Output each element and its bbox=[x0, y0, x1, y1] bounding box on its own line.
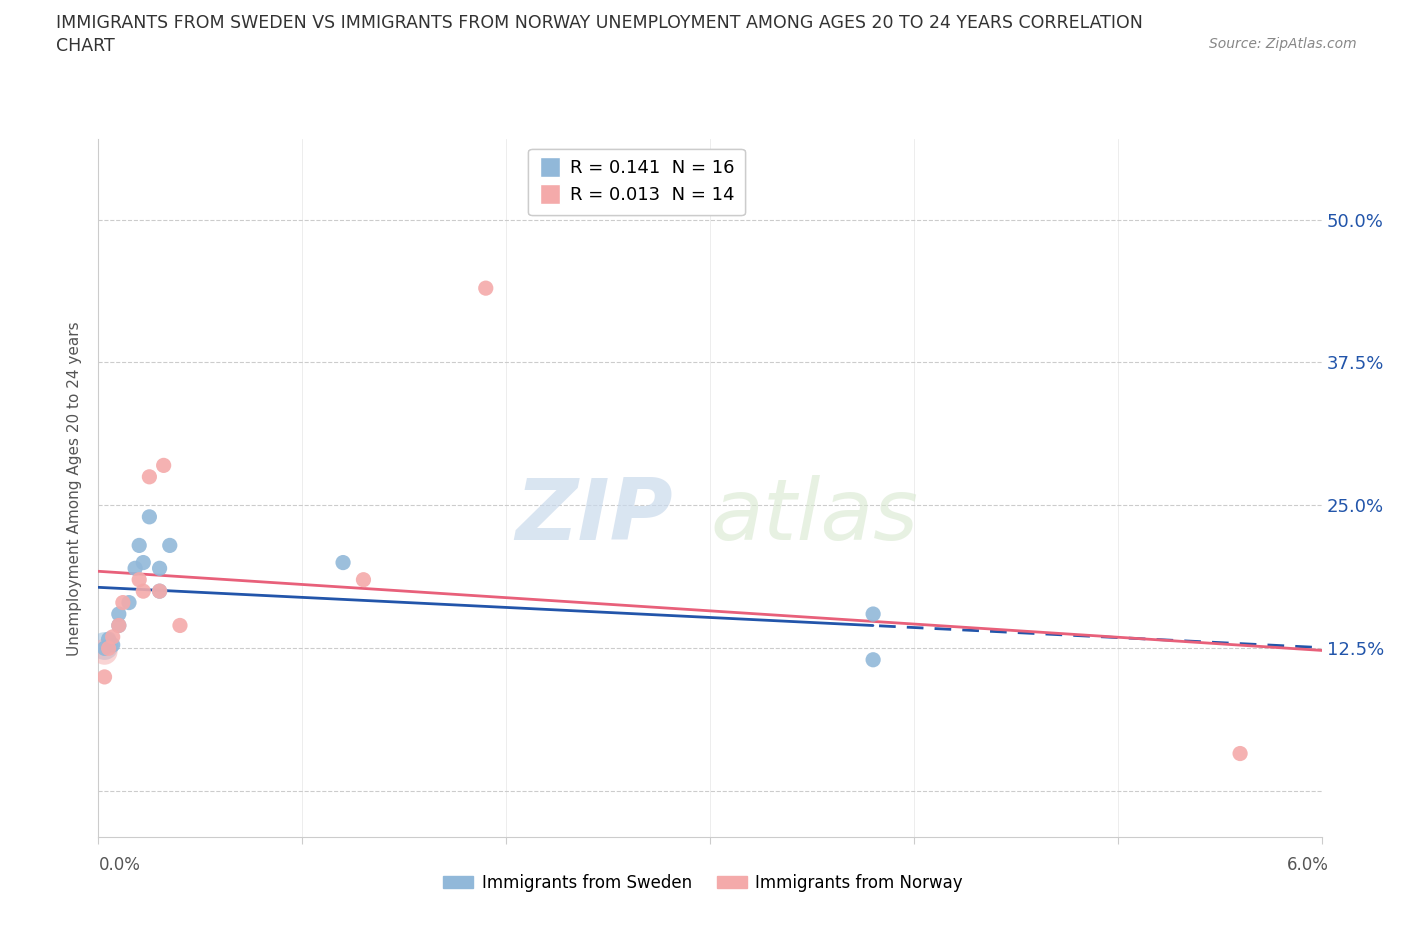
Point bbox=[152, 458, 174, 472]
Point bbox=[111, 595, 134, 610]
Point bbox=[862, 606, 884, 621]
Point bbox=[97, 641, 120, 656]
Point bbox=[332, 555, 354, 570]
Legend: R = 0.141  N = 16, R = 0.013  N = 14: R = 0.141 N = 16, R = 0.013 N = 14 bbox=[529, 149, 745, 215]
Point bbox=[132, 584, 155, 599]
Point bbox=[159, 538, 181, 552]
Point bbox=[1229, 746, 1251, 761]
Point bbox=[128, 538, 150, 552]
Point bbox=[352, 572, 374, 587]
Point bbox=[124, 561, 146, 576]
Point bbox=[132, 555, 155, 570]
Point bbox=[169, 618, 191, 633]
Text: atlas: atlas bbox=[710, 474, 918, 558]
Point bbox=[108, 618, 131, 633]
Point bbox=[862, 652, 884, 667]
Point bbox=[93, 639, 115, 654]
Y-axis label: Unemployment Among Ages 20 to 24 years: Unemployment Among Ages 20 to 24 years bbox=[67, 321, 83, 656]
Point bbox=[101, 637, 124, 652]
Text: CHART: CHART bbox=[56, 37, 115, 55]
Point bbox=[118, 595, 141, 610]
Point bbox=[93, 644, 115, 659]
Text: IMMIGRANTS FROM SWEDEN VS IMMIGRANTS FROM NORWAY UNEMPLOYMENT AMONG AGES 20 TO 2: IMMIGRANTS FROM SWEDEN VS IMMIGRANTS FRO… bbox=[56, 14, 1143, 32]
Point bbox=[149, 584, 172, 599]
Point bbox=[97, 631, 120, 646]
Point bbox=[101, 630, 124, 644]
Point bbox=[128, 572, 150, 587]
Text: Source: ZipAtlas.com: Source: ZipAtlas.com bbox=[1209, 37, 1357, 51]
Point bbox=[108, 606, 131, 621]
Text: 6.0%: 6.0% bbox=[1286, 856, 1329, 873]
Text: ZIP: ZIP bbox=[516, 474, 673, 558]
Point bbox=[108, 618, 131, 633]
Text: 0.0%: 0.0% bbox=[98, 856, 141, 873]
Legend: Immigrants from Sweden, Immigrants from Norway: Immigrants from Sweden, Immigrants from … bbox=[437, 867, 969, 898]
Point bbox=[474, 281, 498, 296]
Point bbox=[93, 641, 115, 656]
Point bbox=[93, 670, 115, 684]
Point bbox=[149, 584, 172, 599]
Point bbox=[149, 561, 172, 576]
Point bbox=[138, 510, 160, 525]
Point bbox=[138, 470, 160, 485]
